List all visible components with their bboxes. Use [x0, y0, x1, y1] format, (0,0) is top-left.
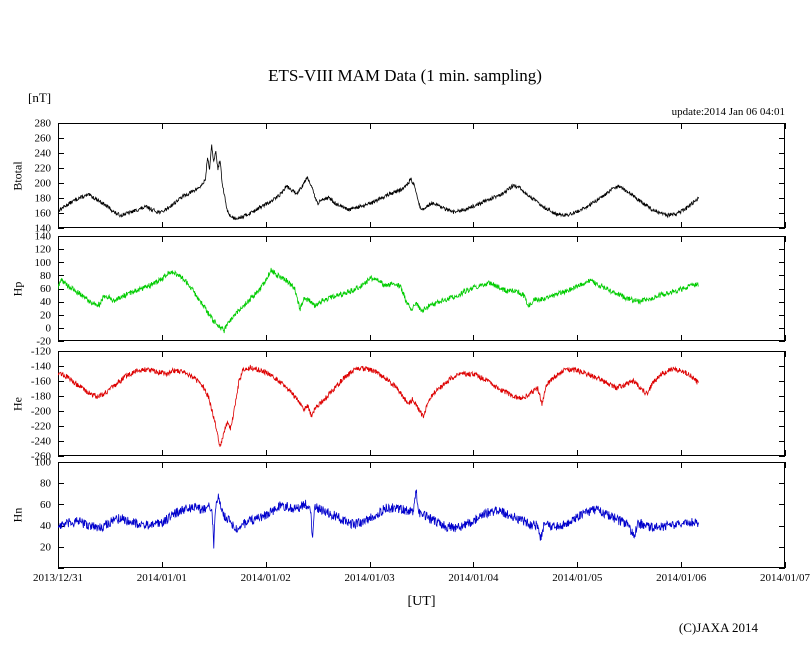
- y-tick-label: 120: [35, 244, 52, 256]
- y-tick-label: -180: [31, 391, 52, 403]
- y-tick-label: -120: [31, 346, 52, 358]
- y-axis-name-he: He: [10, 396, 25, 411]
- y-axis-name-hp: Hp: [10, 281, 25, 296]
- x-tick-label: 2014/01/07: [759, 572, 810, 584]
- panel-he-plot: -260 -240 -220 -200 -180 -160 -140 -120: [31, 346, 786, 463]
- series-line-hn: [58, 489, 699, 549]
- x-tick-label: 2014/01/03: [344, 572, 395, 584]
- x-tick-label: 2014/01/02: [240, 572, 291, 584]
- y-tick-label: 20: [40, 541, 52, 553]
- y-tick-label: -140: [31, 361, 52, 373]
- copyright-label: (C)JAXA 2014: [678, 620, 758, 635]
- y-tick-label: 260: [35, 133, 52, 145]
- y-tick-label: 100: [35, 257, 52, 269]
- x-axis-title: [UT]: [407, 594, 436, 609]
- chart-title: ETS-VIII MAM Data (1 min. sampling): [268, 66, 542, 85]
- panel-hn-plot: 20 40 60 80 100: [35, 457, 786, 569]
- x-tick-label: 2014/01/06: [656, 572, 707, 584]
- panel-btotal-plot: 140 160 180 200 220 240 260 280: [35, 118, 786, 235]
- y-tick-label: 80: [40, 270, 52, 282]
- y-tick-label: 280: [35, 118, 52, 130]
- y-tick-label: 240: [35, 148, 52, 160]
- x-tick-label: 2014/01/04: [448, 572, 499, 584]
- update-timestamp: update:2014 Jan 06 04:01: [671, 106, 785, 118]
- y-tick-label: 80: [40, 478, 52, 490]
- y-tick-label: -20: [36, 336, 51, 348]
- y-tick-label: -160: [31, 376, 52, 388]
- y-tick-label: -200: [31, 406, 52, 418]
- y-tick-label: -260: [31, 451, 52, 463]
- y-axis-name-hn: Hn: [10, 507, 25, 523]
- y-tick-label: 100: [35, 457, 52, 469]
- y-tick-label: 220: [35, 163, 52, 175]
- y-tick-label: -240: [31, 436, 52, 448]
- series-line-hp: [58, 267, 699, 334]
- y-tick-label: 40: [40, 520, 52, 532]
- y-tick-label: 180: [35, 193, 52, 205]
- y-tick-label: 60: [40, 499, 52, 511]
- y-tick-label: 160: [35, 208, 52, 220]
- series-line-he: [58, 364, 699, 447]
- y-tick-label: 0: [46, 322, 52, 334]
- y-tick-label: 200: [35, 178, 52, 190]
- y-tick-label: -220: [31, 421, 52, 433]
- y-tick-label: 40: [40, 296, 52, 308]
- x-tick-label: 2014/01/01: [136, 572, 187, 584]
- y-tick-label: 60: [40, 283, 52, 295]
- y-tick-label: 20: [40, 309, 52, 321]
- x-tick-label: 2013/12/31: [32, 572, 84, 584]
- y-tick-label: 140: [35, 223, 52, 235]
- y-tick-label: 140: [35, 231, 52, 243]
- y-axis-name-btotal: Btotal: [10, 160, 25, 191]
- x-tick-label: 2014/01/05: [552, 572, 603, 584]
- series-line-btotal: [58, 144, 699, 221]
- y-unit-label: [nT]: [28, 90, 52, 105]
